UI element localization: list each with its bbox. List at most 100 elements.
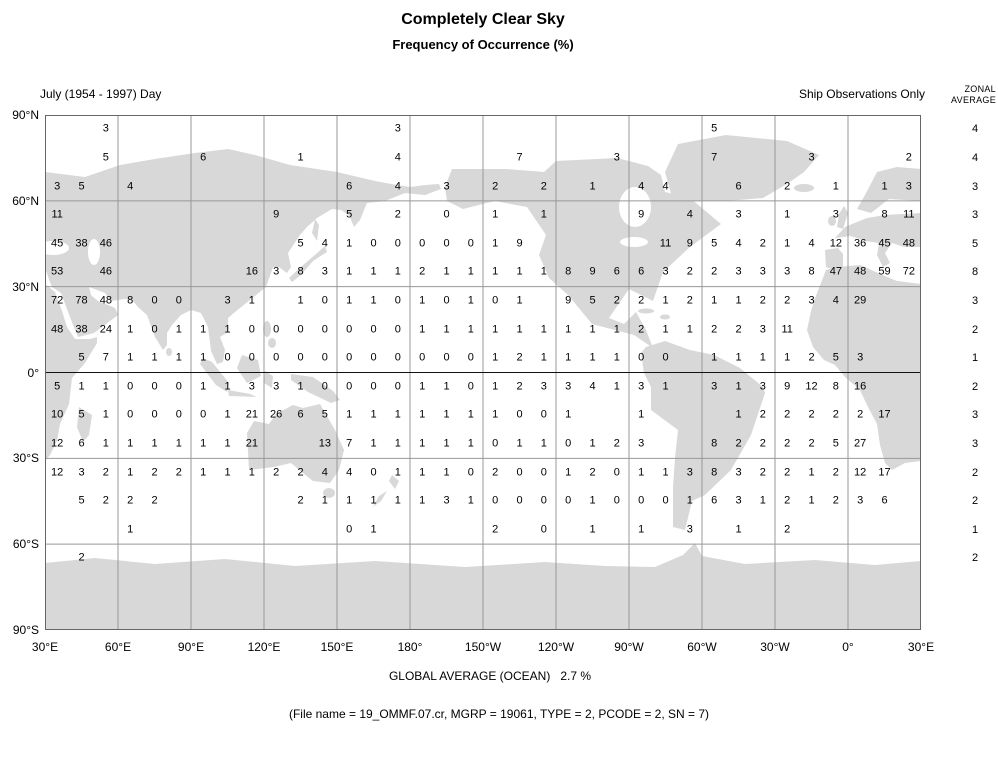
grid-value: 1: [467, 408, 474, 421]
zonal-average-value: 2: [971, 380, 979, 393]
grid-value: 5: [711, 237, 718, 250]
grid-value: 0: [443, 237, 450, 250]
grid-value: 38: [75, 323, 88, 336]
grid-value: 1: [127, 466, 134, 479]
lon-tick-label: 60°E: [104, 640, 132, 654]
grid-value: 78: [75, 294, 88, 307]
grid-value: 8: [881, 208, 888, 221]
grid-value: 2: [784, 437, 791, 450]
grid-value: 1: [516, 323, 523, 336]
grid-value: 1: [370, 437, 377, 450]
grid-value: 2: [613, 437, 620, 450]
grid-value: 2: [297, 466, 304, 479]
grid-value: 17: [878, 466, 891, 479]
grid-value: 48: [99, 294, 112, 307]
grid-value: 3: [394, 122, 401, 135]
zonal-average-value: 4: [971, 123, 979, 136]
grid-value: 48: [902, 237, 915, 250]
grid-value: 2: [492, 466, 499, 479]
grid-value: 47: [829, 265, 842, 278]
grid-value: 1: [492, 237, 499, 250]
grid-value: 3: [711, 380, 718, 393]
caspian-sea: [88, 239, 100, 265]
grid-value: 0: [151, 408, 158, 421]
grid-value: 0: [443, 294, 450, 307]
land-eurasia: [45, 149, 441, 364]
grid-value: 5: [54, 380, 61, 393]
grid-value: 6: [711, 494, 718, 507]
zonal-average-value: 2: [971, 552, 979, 565]
grid-value: 2: [613, 294, 620, 307]
grid-value: 16: [854, 380, 867, 393]
grid-value: 2: [419, 265, 426, 278]
grid-value: 0: [321, 380, 328, 393]
grid-value: 3: [857, 351, 864, 364]
grid-value: 1: [443, 380, 450, 393]
grid-value: 3: [54, 180, 61, 193]
grid-value: 0: [467, 351, 474, 364]
land-iberia: [825, 248, 843, 269]
lat-tick-label: 30°N: [12, 279, 39, 294]
grid-value: 5: [832, 351, 839, 364]
grid-value: 27: [854, 437, 867, 450]
grid-value: 2: [832, 494, 839, 507]
grid-value: 1: [540, 323, 547, 336]
grid-value: 8: [127, 294, 134, 307]
grid-value: 1: [175, 351, 182, 364]
grid-value: 0: [248, 351, 255, 364]
grid-value: 0: [394, 351, 401, 364]
grid-value: 1: [224, 466, 231, 479]
grid-value: 11: [781, 323, 793, 336]
grid-value: 1: [370, 494, 377, 507]
lat-tick-label: 90°S: [12, 623, 39, 637]
grid-value: 12: [854, 466, 867, 479]
grid-value: 1: [759, 351, 766, 364]
grid-value: 2: [540, 180, 547, 193]
grid-value: 0: [492, 494, 499, 507]
grid-value: 1: [735, 523, 742, 536]
grid-value: 7: [102, 351, 109, 364]
grid-value: 4: [321, 466, 328, 479]
grid-value: 2: [151, 494, 158, 507]
zonal-average-value: 3: [971, 180, 979, 193]
grid-value: 2: [711, 265, 718, 278]
grid-value: 5: [78, 180, 85, 193]
grid-value: 1: [443, 323, 450, 336]
grid-value: 6: [200, 151, 207, 164]
grid-value: 0: [565, 437, 572, 450]
grid-value: 1: [784, 237, 791, 250]
land-africa-west: [807, 265, 921, 470]
grid-value: 2: [394, 208, 401, 221]
grid-value: 46: [99, 265, 112, 278]
grid-value: 0: [321, 351, 328, 364]
grid-value: 3: [735, 494, 742, 507]
grid-value: 1: [808, 466, 815, 479]
zonal-average-value: 2: [971, 323, 979, 336]
grid-value: 53: [51, 265, 64, 278]
grid-value: 3: [662, 265, 669, 278]
grid-value: 0: [516, 494, 523, 507]
lat-tick-label: 60°S: [12, 537, 39, 552]
zonal-average-value: 8: [971, 266, 979, 279]
zonal-average-value: 3: [971, 438, 979, 451]
grid-value: 5: [78, 494, 85, 507]
grid-value: 1: [711, 351, 718, 364]
grid-value: 13: [318, 437, 331, 450]
grid-value: 1: [346, 237, 353, 250]
grid-value: 1: [540, 208, 547, 221]
zonal-average-value: 4: [971, 151, 979, 164]
grid-value: 0: [394, 380, 401, 393]
grid-value: 5: [589, 294, 596, 307]
grid-value: 48: [51, 323, 64, 336]
grid-value: 1: [151, 351, 158, 364]
grid-value: 2: [589, 466, 596, 479]
grid-value: 6: [297, 408, 304, 421]
grid-value: 1: [784, 208, 791, 221]
land-europe: [835, 213, 921, 267]
grid-value: 26: [270, 408, 283, 421]
grid-value: 1: [711, 294, 718, 307]
lon-tick-label: 90°E: [177, 640, 205, 654]
grid-value: 3: [102, 122, 109, 135]
great-lakes: [620, 237, 648, 247]
grid-value: 1: [638, 466, 645, 479]
